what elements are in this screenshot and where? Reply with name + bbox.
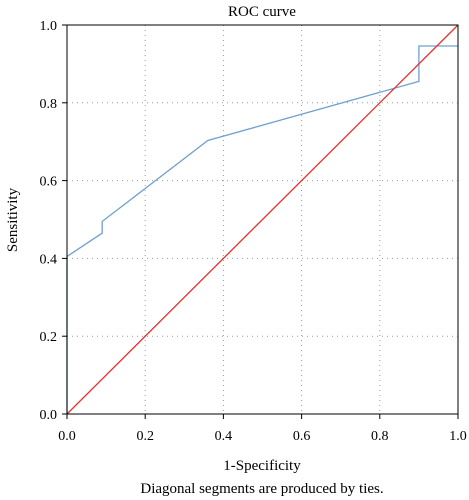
series-group bbox=[66, 24, 459, 415]
x-axis-ticks: 0.0 0.2 0.4 0.6 0.8 1.0 bbox=[58, 414, 467, 444]
x-tick-label: 0.6 bbox=[293, 429, 311, 444]
footnote: Diagonal segments are produced by ties. bbox=[140, 481, 383, 497]
x-tick-label: 0.0 bbox=[58, 429, 76, 444]
roc-curve-line bbox=[66, 45, 458, 414]
y-tick-label: 0.0 bbox=[40, 408, 58, 423]
y-tick-label: 0.2 bbox=[40, 330, 58, 345]
y-tick-label: 1.0 bbox=[40, 19, 58, 34]
y-axis-ticks: 0.0 0.2 0.4 0.6 0.8 1.0 bbox=[40, 19, 67, 423]
y-tick-label: 0.8 bbox=[40, 97, 58, 112]
y-tick-label: 0.4 bbox=[40, 252, 58, 267]
plot-frame bbox=[66, 24, 459, 415]
x-tick-label: 0.2 bbox=[136, 429, 154, 444]
reference-diagonal-line bbox=[66, 24, 459, 415]
y-tick-label: 0.6 bbox=[40, 175, 58, 190]
x-axis-label: 1-Specificity bbox=[223, 458, 301, 474]
x-tick-label: 0.8 bbox=[371, 429, 389, 444]
chart-title: ROC curve bbox=[228, 4, 296, 20]
x-tick-label: 1.0 bbox=[449, 429, 467, 444]
grid-lines bbox=[67, 25, 458, 414]
y-axis-label: Sensitivity bbox=[5, 187, 21, 252]
x-tick-label: 0.4 bbox=[215, 429, 233, 444]
